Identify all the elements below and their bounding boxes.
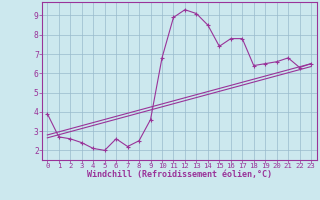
X-axis label: Windchill (Refroidissement éolien,°C): Windchill (Refroidissement éolien,°C): [87, 170, 272, 179]
